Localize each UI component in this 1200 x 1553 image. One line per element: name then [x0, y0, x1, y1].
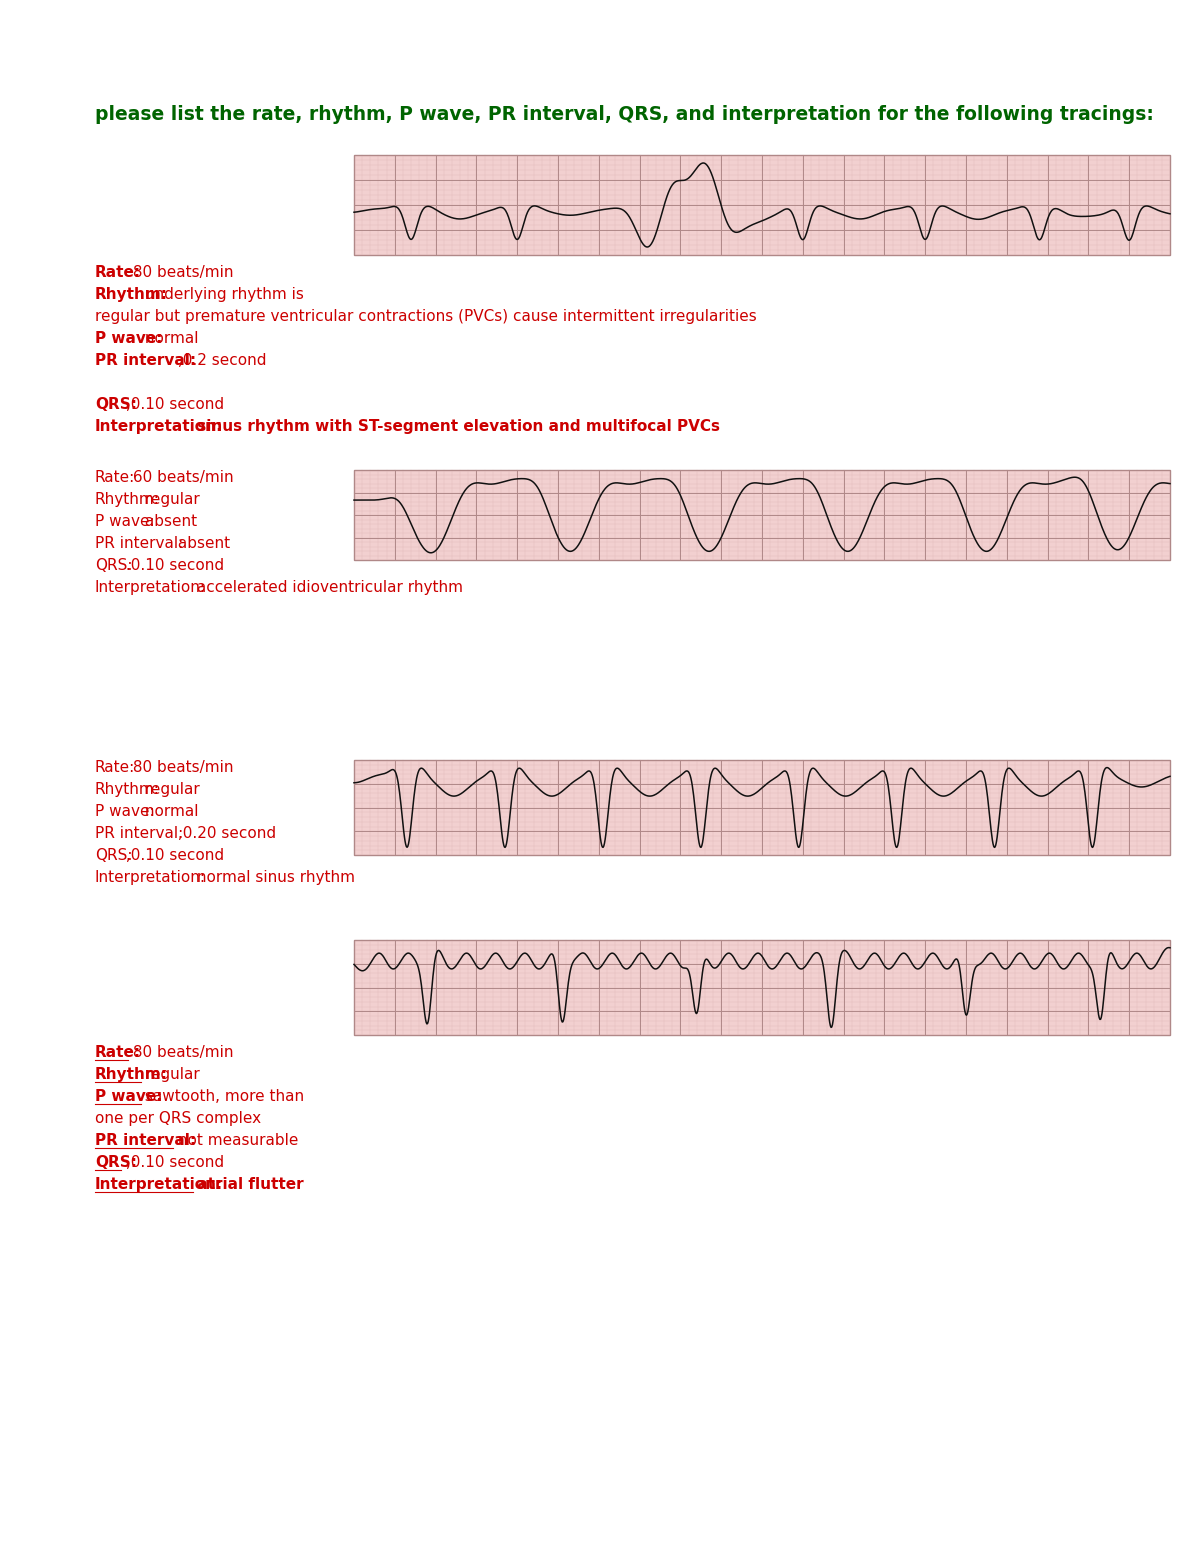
Text: ,0.10 second: ,0.10 second [121, 848, 224, 863]
Text: ,0.20 second: ,0.20 second [173, 826, 276, 842]
Text: absent: absent [140, 514, 198, 530]
Text: regular: regular [140, 492, 200, 506]
Text: Rhythm:: Rhythm: [95, 492, 160, 506]
Text: QRS:: QRS: [95, 1155, 137, 1169]
Text: ,0.10 second: ,0.10 second [121, 1155, 224, 1169]
Text: absent: absent [173, 536, 230, 551]
Text: Interpretation:: Interpretation: [95, 419, 223, 433]
Text: atrial flutter: atrial flutter [192, 1177, 304, 1193]
Text: P wave:: P wave: [95, 331, 162, 346]
Text: normal: normal [140, 331, 199, 346]
Bar [354, 759, 1170, 856]
Text: QRS:: QRS: [95, 398, 137, 412]
Text: accelerated idioventricular rhythm: accelerated idioventricular rhythm [192, 579, 463, 595]
Text: 80 beats/min: 80 beats/min [127, 759, 233, 775]
Bar [354, 940, 1170, 1034]
Text: Rate:: Rate: [95, 266, 142, 280]
Bar [354, 155, 1170, 255]
Text: Rate:: Rate: [95, 759, 136, 775]
Text: regular but premature ventricular contractions (PVCs) cause intermittent irregul: regular but premature ventricular contra… [95, 309, 757, 325]
Text: Rhythm:: Rhythm: [95, 1067, 168, 1082]
Text: normal sinus rhythm: normal sinus rhythm [192, 870, 355, 885]
Text: Interpretation:: Interpretation: [95, 870, 206, 885]
Text: QRS:: QRS: [95, 848, 132, 863]
Text: P wave:: P wave: [95, 514, 155, 530]
Text: P wave:: P wave: [95, 804, 155, 818]
Bar [354, 471, 1170, 561]
Text: normal: normal [140, 804, 199, 818]
Text: please list the rate, rhythm, P wave, PR interval, QRS, and interpretation for t: please list the rate, rhythm, P wave, PR… [95, 106, 1154, 124]
Text: PR interval:: PR interval: [95, 353, 196, 368]
Text: Rate:: Rate: [95, 471, 136, 485]
Text: sawtooth, more than: sawtooth, more than [140, 1089, 305, 1104]
Text: PR interval:: PR interval: [95, 1134, 196, 1148]
Text: Interpretation:: Interpretation: [95, 579, 206, 595]
Text: regular: regular [140, 1067, 200, 1082]
Text: PR interval:: PR interval: [95, 826, 184, 842]
Text: sinus rhythm with ST-segment elevation and multifocal PVCs: sinus rhythm with ST-segment elevation a… [192, 419, 720, 433]
Text: underlying rhythm is: underlying rhythm is [140, 287, 305, 301]
Text: Rhythm:: Rhythm: [95, 287, 168, 301]
Text: Interpretation:: Interpretation: [95, 1177, 223, 1193]
Text: Rate:: Rate: [95, 1045, 142, 1061]
Text: 60 beats/min: 60 beats/min [127, 471, 233, 485]
Text: not measurable: not measurable [173, 1134, 299, 1148]
Text: P wave:: P wave: [95, 1089, 162, 1104]
Text: PR interval:: PR interval: [95, 536, 184, 551]
Text: 80 beats/min: 80 beats/min [127, 266, 233, 280]
Text: regular: regular [140, 783, 200, 797]
Text: Rhythm:: Rhythm: [95, 783, 160, 797]
Text: ,0.10 second: ,0.10 second [121, 398, 224, 412]
Text: ,0.2 second: ,0.2 second [173, 353, 266, 368]
Text: QRS:: QRS: [95, 558, 132, 573]
Text: 80 beats/min: 80 beats/min [127, 1045, 233, 1061]
Text: one per QRS complex: one per QRS complex [95, 1110, 262, 1126]
Text: .0.10 second: .0.10 second [121, 558, 224, 573]
